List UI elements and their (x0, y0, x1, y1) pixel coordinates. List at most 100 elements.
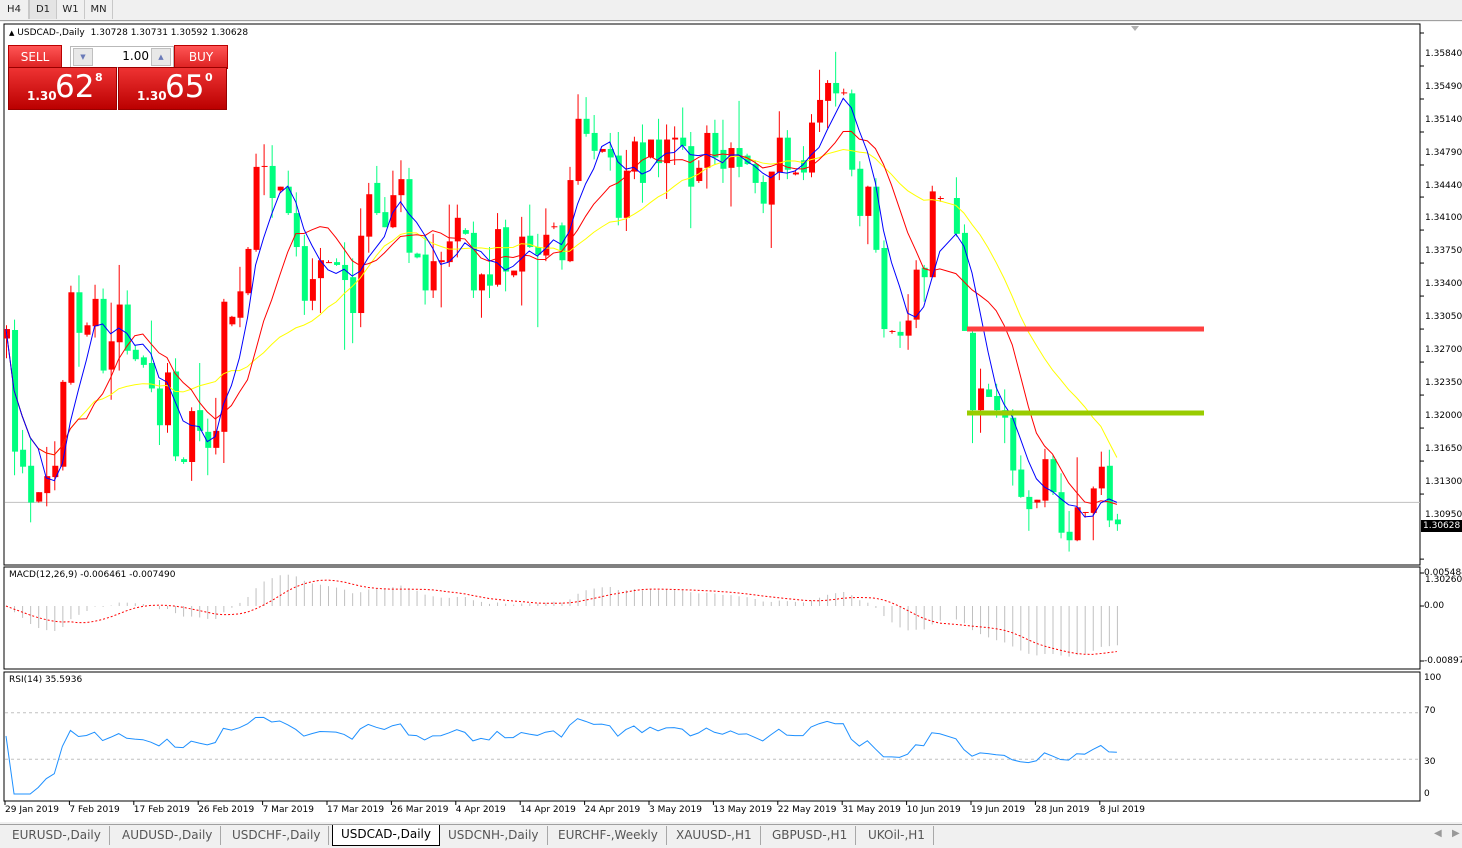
date-axis-label: 28 Jun 2019 (1035, 805, 1090, 815)
candle (599, 148, 606, 153)
candle (631, 136, 638, 180)
candle (52, 441, 59, 491)
candle-body (36, 492, 43, 502)
chart-tabs: EURUSD-,Daily AUDUSD-,Daily USDCHF-,Daily U… (0, 824, 1462, 848)
candle-body (20, 449, 27, 467)
candle-body (382, 212, 389, 228)
candle-body (672, 137, 679, 140)
rsi-axis-70: 70 (1424, 706, 1436, 716)
candle (237, 266, 244, 328)
candle (535, 233, 542, 328)
candle (720, 119, 727, 183)
candle-body (776, 137, 783, 173)
lot-decrease-icon[interactable]: ▼ (73, 48, 93, 66)
date-axis-label: 29 Jan 2019 (5, 805, 59, 815)
rsi-title: RSI(14) 35.5936 (9, 675, 83, 685)
candle (60, 379, 67, 471)
candle (921, 264, 928, 302)
tab-audusd-daily[interactable]: AUDUSD-,Daily (114, 826, 222, 845)
candle (156, 379, 163, 446)
candle (100, 288, 107, 374)
candle (696, 160, 703, 183)
date-axis-label: 26 Mar 2019 (391, 805, 449, 815)
candle-body (889, 330, 896, 332)
candle (639, 124, 646, 203)
collapse-triangle-icon[interactable]: ▲ (9, 29, 15, 37)
tab-ukoil-h1[interactable]: UKOil-,H1 (860, 826, 934, 845)
candle (768, 171, 775, 248)
candle-body (1074, 507, 1081, 541)
candle (503, 219, 510, 292)
candle (784, 130, 791, 180)
timeframe-w1[interactable]: W1 (57, 0, 85, 19)
lot-size-input[interactable]: ▼ 1.00 ▲ (70, 46, 174, 68)
tab-eurchf-weekly[interactable]: EURCHF-,Weekly (550, 826, 667, 845)
candle-body (583, 118, 590, 134)
sell-price-prefix: 1.30 (27, 89, 57, 103)
candle-body (1018, 469, 1025, 497)
candle-body (229, 316, 236, 325)
candle (760, 175, 767, 214)
candle (672, 126, 679, 165)
candle-body (1042, 459, 1049, 501)
candle (1026, 490, 1033, 531)
candle (1018, 455, 1025, 498)
scroll-right-icon[interactable]: ▶ (1452, 828, 1460, 839)
candle-body (261, 165, 268, 167)
candle (132, 345, 139, 362)
date-axis-label: 4 Apr 2019 (455, 805, 506, 815)
candle-body (148, 363, 155, 389)
candle (623, 149, 630, 231)
candle (301, 234, 308, 315)
timeframe-h4[interactable]: H4 (0, 0, 29, 19)
candle (253, 153, 260, 252)
lot-value[interactable]: 1.00 (122, 49, 149, 63)
candle-body (237, 291, 244, 318)
candle-body (784, 137, 791, 170)
scroll-left-icon[interactable]: ◀ (1434, 828, 1442, 839)
candle (527, 204, 534, 248)
candle-body (414, 253, 421, 258)
candle-body (511, 270, 518, 276)
candle-body (817, 99, 824, 123)
rsi-axis-30: 30 (1424, 757, 1436, 767)
price-axis-label: 1.35840 (1425, 49, 1462, 59)
price-axis-label: 1.30950 (1425, 510, 1462, 521)
candle-body (293, 213, 300, 248)
candle-body (591, 132, 598, 151)
candle (1098, 451, 1105, 495)
candle-body (881, 247, 888, 330)
date-axis-label: 17 Feb 2019 (133, 805, 190, 815)
sell-price-big: 62 (55, 69, 95, 105)
buy-button[interactable]: BUY (174, 45, 228, 69)
candle-body (752, 164, 759, 183)
sell-button[interactable]: SELL (8, 45, 62, 69)
tab-gbpusd-h1[interactable]: GBPUSD-,H1 (764, 826, 857, 845)
candle-body (800, 160, 807, 173)
lot-increase-icon[interactable]: ▲ (151, 48, 171, 66)
buy-price-button[interactable]: 1.30 65 0 (118, 67, 227, 110)
tab-eurusd-daily[interactable]: EURUSD-,Daily (4, 826, 110, 845)
candle-body (970, 332, 976, 411)
candle-body (712, 132, 719, 158)
chart-canvas[interactable] (0, 0, 1462, 822)
candle-body (567, 180, 574, 262)
sell-price-button[interactable]: 1.30 62 8 (8, 67, 117, 110)
candle-body (124, 304, 131, 351)
tab-usdcad-daily[interactable]: USDCAD-,Daily (332, 825, 440, 846)
candle (269, 145, 276, 218)
price-axis-label: 1.33050 (1425, 312, 1462, 323)
candle (317, 247, 324, 314)
tab-usdchf-daily[interactable]: USDCHF-,Daily (224, 826, 330, 845)
candle-body (631, 141, 638, 172)
timeframe-mn[interactable]: MN (85, 0, 113, 19)
candle-body (100, 298, 107, 371)
timeframe-d1[interactable]: D1 (29, 0, 57, 19)
tab-xauusd-h1[interactable]: XAUUSD-,H1 (668, 826, 761, 845)
candle (350, 258, 357, 344)
candle (809, 114, 815, 178)
candle-body (736, 148, 743, 167)
candle (752, 160, 759, 194)
tab-usdcnh-daily[interactable]: USDCNH-,Daily (440, 826, 548, 845)
candle (897, 321, 904, 348)
